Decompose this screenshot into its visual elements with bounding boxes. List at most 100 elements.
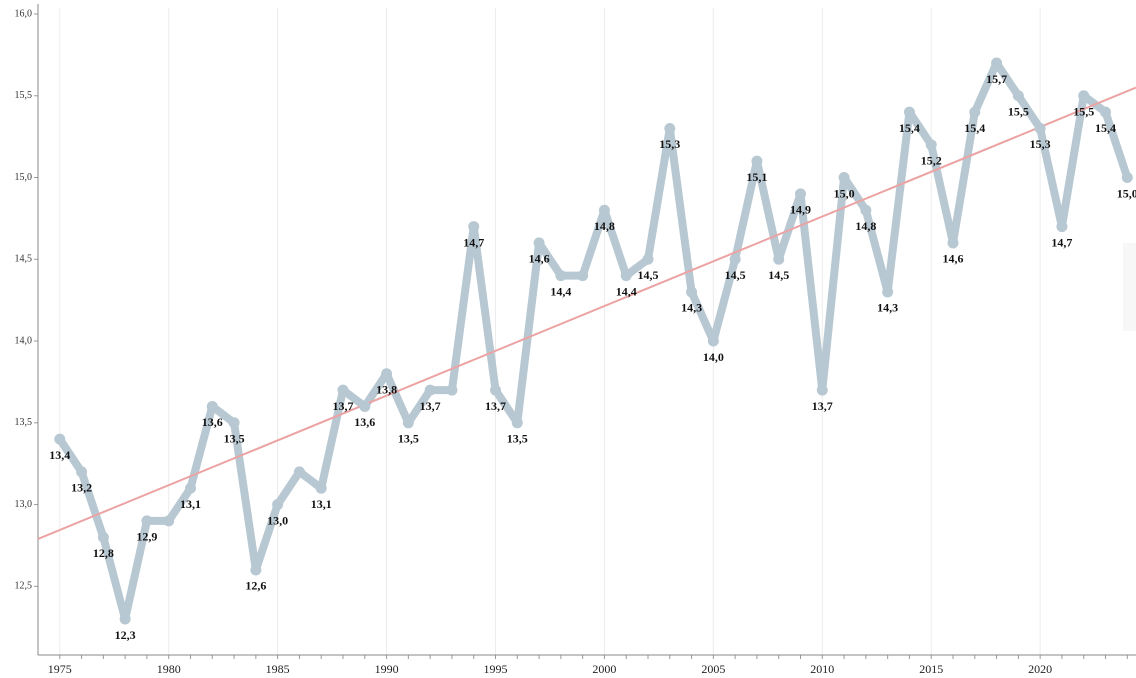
value-label: 14,3	[877, 301, 898, 315]
value-label: 14,9	[790, 203, 811, 217]
value-label: 13,5	[507, 432, 528, 446]
data-point	[511, 417, 523, 429]
value-label: 14,4	[550, 284, 571, 298]
value-label: 13,7	[812, 399, 833, 413]
data-point	[555, 270, 567, 282]
data-point	[969, 106, 981, 118]
value-label: 14,5	[768, 268, 789, 282]
data-point	[359, 400, 371, 412]
x-tick-label: 2000	[592, 662, 616, 676]
data-point	[76, 466, 88, 478]
value-label: 13,7	[333, 399, 354, 413]
data-point	[54, 433, 66, 445]
data-point	[315, 482, 327, 494]
data-point	[991, 57, 1003, 69]
data-point	[337, 384, 349, 396]
data-point	[250, 564, 262, 576]
value-label: 12,8	[93, 546, 114, 560]
y-tick-label: 12,5	[15, 581, 33, 592]
value-label: 14,7	[463, 235, 484, 249]
value-label: 14,6	[529, 252, 550, 266]
data-line	[56, 59, 1132, 624]
value-label: 12,9	[136, 530, 157, 544]
data-point	[925, 139, 937, 151]
data-point	[1078, 90, 1090, 102]
data-point	[468, 221, 480, 233]
y-tick-label: 15,0	[15, 172, 33, 183]
value-label: 15,3	[1030, 137, 1051, 151]
trend-line	[38, 86, 1136, 540]
x-tick-label: 1995	[484, 662, 508, 676]
data-point	[1056, 221, 1068, 233]
y-tick-label: 15,5	[15, 90, 33, 101]
value-label: 13,6	[202, 415, 223, 429]
x-tick-label: 2020	[1028, 662, 1052, 676]
value-label: 13,4	[49, 448, 70, 462]
data-point	[1012, 90, 1024, 102]
data-point	[1100, 106, 1111, 118]
data-point	[664, 122, 676, 134]
value-label: 15,0	[1117, 186, 1136, 200]
value-label: 14,0	[703, 350, 724, 364]
y-tick-label: 13,5	[15, 417, 33, 428]
value-label: 13,8	[376, 382, 397, 396]
data-point	[272, 499, 284, 511]
value-label: 15,2	[921, 154, 942, 168]
data-point	[185, 482, 196, 494]
data-point	[141, 515, 153, 527]
data-point	[1121, 172, 1133, 184]
value-label: 14,7	[1051, 235, 1072, 249]
value-label: 15,4	[1095, 121, 1116, 135]
value-label: 14,5	[725, 268, 746, 282]
value-label: 14,5	[638, 268, 659, 282]
value-label: 15,1	[746, 170, 767, 184]
data-point	[903, 106, 915, 118]
data-point	[228, 417, 240, 429]
data-point	[729, 253, 741, 265]
data-point	[163, 515, 175, 527]
value-label: 13,7	[420, 399, 441, 413]
data-point	[816, 384, 828, 396]
data-point	[598, 204, 610, 216]
data-point	[381, 368, 393, 380]
value-label: 15,4	[899, 121, 920, 135]
y-tick-label: 14,5	[15, 254, 33, 265]
data-point	[577, 270, 589, 282]
tooltip-edge	[1123, 243, 1136, 331]
data-point	[1034, 122, 1046, 134]
data-point	[751, 155, 763, 167]
x-tick-label: 1980	[157, 662, 181, 676]
y-tick-label: 14,0	[15, 335, 33, 346]
x-tick-label: 1990	[375, 662, 399, 676]
value-label: 14,3	[681, 301, 702, 315]
data-point	[119, 613, 131, 625]
y-tick-label: 16,0	[15, 8, 33, 19]
data-point	[533, 237, 545, 249]
data-point	[490, 384, 501, 396]
value-label: 15,0	[834, 186, 855, 200]
data-point	[620, 270, 632, 282]
data-point	[795, 188, 806, 200]
data-point	[860, 204, 872, 216]
x-tick-label: 1985	[266, 662, 290, 676]
x-tick-label: 2015	[919, 662, 943, 676]
x-tick-label: 2010	[810, 662, 834, 676]
value-label: 12,6	[245, 579, 266, 593]
y-tick-label: 13,0	[15, 499, 33, 510]
x-tick-label: 2005	[701, 662, 725, 676]
data-point	[838, 172, 850, 184]
value-label: 15,3	[659, 137, 680, 151]
data-point	[947, 237, 959, 249]
value-label: 13,7	[485, 399, 506, 413]
data-point	[446, 384, 458, 396]
data-point	[882, 286, 894, 298]
x-tick-label: 1975	[48, 662, 72, 676]
value-label: 13,1	[180, 497, 201, 511]
data-point	[402, 417, 414, 429]
value-label: 15,5	[1008, 105, 1029, 119]
data-point	[424, 384, 436, 396]
value-label: 15,7	[986, 72, 1007, 86]
data-point	[707, 335, 719, 347]
